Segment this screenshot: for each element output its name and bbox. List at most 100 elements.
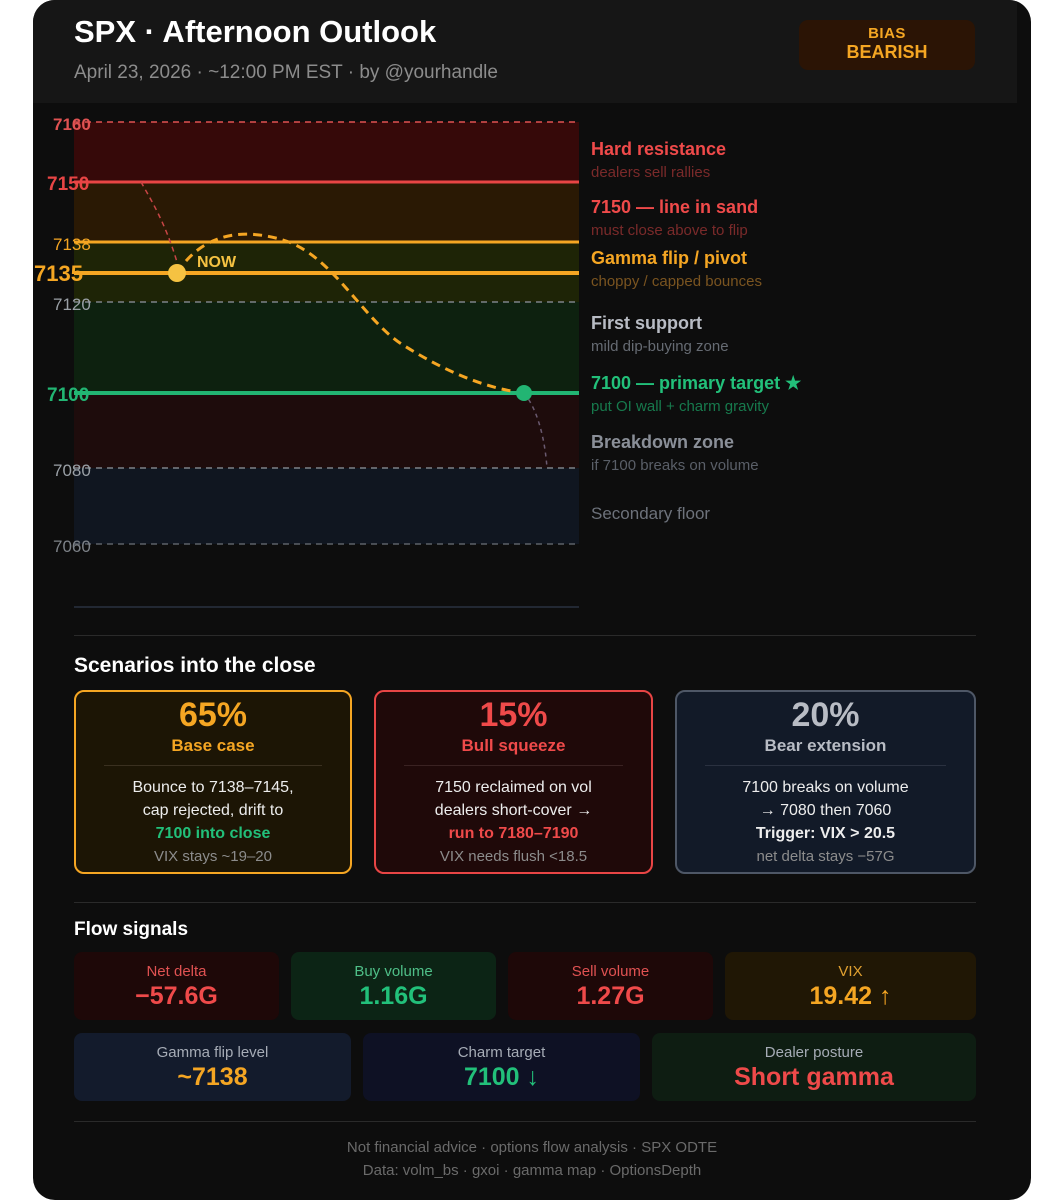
- level-label-7120: 7120: [53, 295, 91, 314]
- scenario-name: Bull squeeze: [461, 736, 566, 755]
- target-marker: [516, 385, 532, 401]
- zone-annotation-hard-resistance: Hard resistance dealers sell rallies: [591, 139, 726, 181]
- zone-title: 7150 — line in sand: [591, 197, 759, 217]
- zone-band-breakdown: [74, 393, 579, 468]
- scenario-divider: [705, 765, 946, 766]
- zone-band-secondary-floor: [74, 468, 579, 544]
- header: SPX · Afternoon Outlook April 23, 2026 ·…: [33, 0, 1017, 103]
- signal-value: Short gamma: [734, 1063, 894, 1091]
- scenario-card-base-case: 65% Base case Bounce to 7138–7145, cap r…: [74, 690, 352, 874]
- zone-title: First support: [591, 313, 702, 333]
- level-label-7160: 7160: [53, 115, 91, 134]
- zone-subtitle: mild dip-buying zone: [591, 338, 729, 355]
- divider: [74, 635, 976, 636]
- level-label-7100: 7100: [47, 385, 89, 406]
- signal-sell-volume: Sell volume 1.27G: [508, 952, 713, 1020]
- zone-band-hard-resistance: [74, 122, 579, 182]
- scenario-card-bear-extension: 20% Bear extension 7100 breaks on volume…: [675, 690, 976, 874]
- divider: [74, 1121, 976, 1122]
- zone-annotation-first-support: First support mild dip-buying zone: [591, 313, 729, 355]
- zone-subtitle: if 7100 breaks on volume: [591, 457, 759, 474]
- zone-band-line-in-sand: [74, 182, 579, 242]
- scenario-highlight: Trigger: VIX > 20.5: [755, 825, 896, 842]
- signal-value: 7100 ↓: [463, 1063, 540, 1091]
- signal-dealer-posture: Dealer posture Short gamma: [652, 1033, 976, 1101]
- scenario-description: 7100 breaks on volume → 7080 then 7060 T…: [677, 776, 974, 845]
- flow-signals-title: Flow signals: [74, 919, 189, 940]
- level-label-7138: 7138: [53, 235, 91, 254]
- page-subtitle: April 23, 2026 · ~12:00 PM EST · by @you…: [74, 62, 498, 83]
- signal-gamma-flip-level: Gamma flip level ~7138: [74, 1033, 351, 1101]
- prior-move-path: [140, 181, 178, 263]
- scenario-description: 7150 reclaimed on vol dealers short-cove…: [376, 776, 651, 845]
- signal-value: 19.42 ↑: [809, 982, 892, 1010]
- now-label: NOW: [197, 254, 237, 271]
- scenario-highlight: 7100 into close: [155, 825, 271, 842]
- scenario-line: 7100 breaks on volume: [742, 779, 909, 796]
- zone-title: Gamma flip / pivot: [591, 248, 748, 268]
- scenario-footnote: VIX needs flush <18.5: [439, 848, 588, 865]
- signal-label: Gamma flip level: [156, 1044, 269, 1061]
- zone-subtitle: choppy / capped bounces: [591, 273, 762, 290]
- base-case-path: [175, 232, 525, 395]
- zone-title: 7100 — primary target ★: [591, 373, 802, 393]
- page-title: SPX · Afternoon Outlook: [74, 14, 437, 49]
- scenario-percent: 15%: [479, 696, 548, 734]
- scenario-description: Bounce to 7138–7145, cap rejected, drift…: [76, 776, 350, 845]
- signal-value: −57.6G: [135, 982, 218, 1010]
- scenario-divider: [104, 765, 322, 766]
- level-label-7080: 7080: [53, 461, 91, 480]
- scenario-divider: [404, 765, 623, 766]
- scenarios-title: Scenarios into the close: [74, 654, 316, 677]
- zone-title: Hard resistance: [591, 139, 727, 159]
- level-map: 7160 7150 7138 7135 7120 7100 7080 7060 …: [34, 115, 579, 608]
- divider: [74, 902, 976, 903]
- footer-disclaimer: Not financial advice · options flow anal…: [346, 1139, 718, 1156]
- signal-label: VIX: [838, 963, 863, 980]
- zone-annotation-breakdown: Breakdown zone if 7100 breaks on volume: [591, 432, 759, 474]
- signal-label: Charm target: [457, 1044, 546, 1061]
- scenario-card-bull-squeeze: 15% Bull squeeze 7150 reclaimed on vol d…: [374, 690, 653, 874]
- bias-value: BEARISH: [846, 42, 928, 62]
- zone-annotation-secondary-floor: Secondary floor: [591, 500, 710, 524]
- signal-label: Net delta: [146, 963, 207, 980]
- scenario-name: Bear extension: [764, 736, 887, 755]
- signal-value: 1.16G: [359, 982, 428, 1010]
- scenario-percent: 65%: [178, 696, 248, 734]
- signal-label: Buy volume: [354, 963, 433, 980]
- scenario-footnote: VIX stays ~19–20: [154, 848, 272, 865]
- zone-subtitle: dealers sell rallies: [591, 164, 711, 181]
- now-marker: [168, 264, 186, 282]
- zone-title: Secondary floor: [591, 504, 711, 523]
- outlook-card: SPX · Afternoon Outlook April 23, 2026 ·…: [33, 0, 1031, 1200]
- signal-charm-target: Charm target 7100 ↓: [363, 1033, 640, 1101]
- signal-buy-volume: Buy volume 1.16G: [291, 952, 496, 1020]
- zone-annotation-line-in-sand: 7150 — line in sand must close above to …: [591, 197, 758, 239]
- bias-label: BIAS: [868, 25, 906, 42]
- zone-annotation-gamma-flip: Gamma flip / pivot choppy / capped bounc…: [591, 248, 762, 290]
- zone-subtitle: must close above to flip: [591, 222, 748, 239]
- zone-subtitle: put OI wall + charm gravity: [591, 398, 769, 415]
- scenario-line: Bounce to 7138–7145,: [132, 779, 294, 796]
- signal-label: Dealer posture: [764, 1044, 864, 1061]
- signal-net-delta: Net delta −57.6G: [74, 952, 279, 1020]
- bias-badge: BIAS BEARISH: [799, 20, 975, 70]
- signal-vix: VIX 19.42 ↑: [725, 952, 976, 1020]
- scenario-line: dealers short-cover →: [434, 802, 593, 819]
- signal-value: ~7138: [177, 1063, 248, 1091]
- signal-value: 1.27G: [576, 982, 645, 1010]
- scenario-line: → 7080 then 7060: [759, 802, 892, 819]
- scenario-line: 7150 reclaimed on vol: [435, 779, 592, 796]
- footer-data-sources: Data: volm_bs · gxoi · gamma map · Optio…: [362, 1162, 702, 1179]
- signal-label: Sell volume: [571, 963, 650, 980]
- scenario-line: cap rejected, drift to: [142, 802, 284, 819]
- level-label-7150: 7150: [47, 174, 89, 195]
- zone-title: Breakdown zone: [591, 432, 735, 452]
- scenario-percent: 20%: [791, 696, 860, 734]
- level-label-7060: 7060: [53, 537, 91, 556]
- scenario-highlight: run to 7180–7190: [448, 825, 579, 842]
- zone-annotation-primary-target: 7100 — primary target ★ put OI wall + ch…: [591, 373, 801, 415]
- zone-band-first-support: [74, 302, 579, 393]
- scenario-footnote: net delta stays −57G: [756, 848, 895, 865]
- level-label-7135: 7135: [34, 261, 83, 286]
